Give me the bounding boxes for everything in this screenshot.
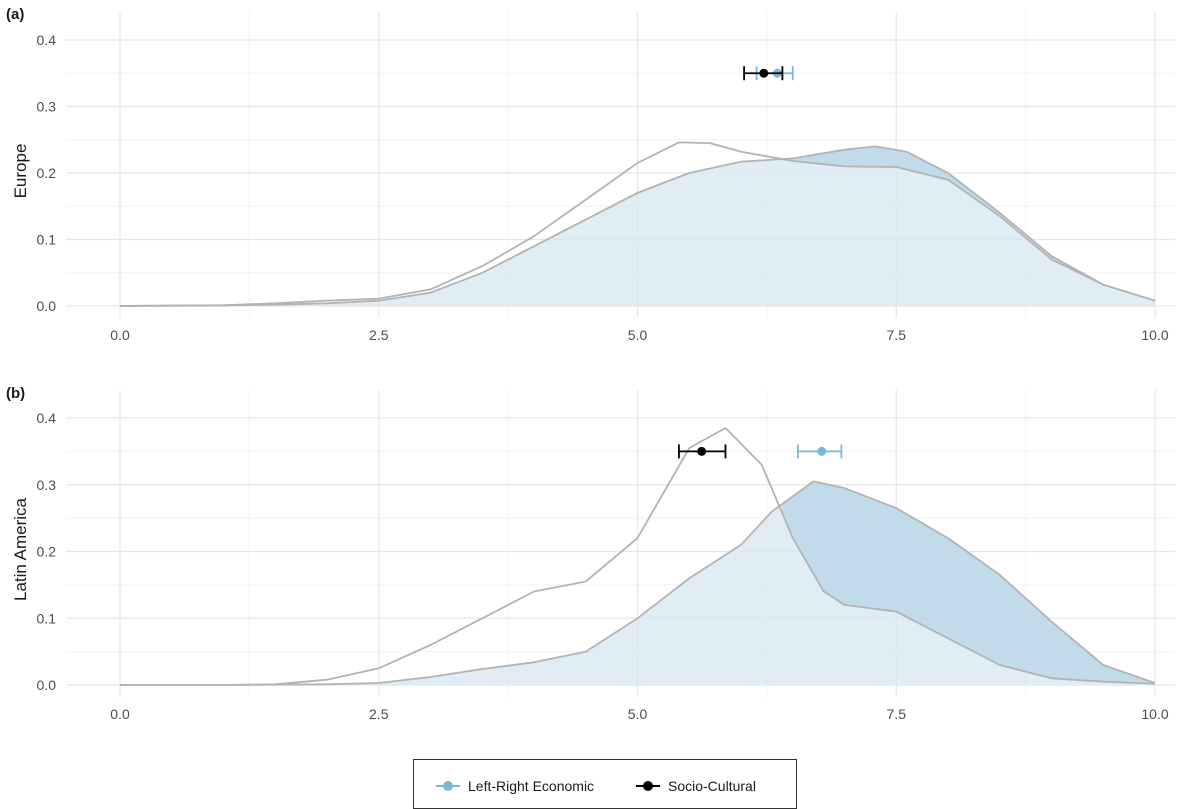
y-tick-label: 0.1 (37, 232, 57, 248)
legend-key-economic (436, 776, 460, 796)
x-tick-label: 10.0 (1141, 327, 1168, 343)
density-line-economic (119, 145, 1156, 307)
y-tick-label: 0.0 (37, 298, 57, 314)
density-area-economic (120, 146, 1155, 306)
y-tick-label: 0.3 (37, 99, 57, 115)
x-tick-label: 0.0 (110, 706, 130, 722)
y-tick-label: 0.2 (37, 165, 57, 181)
x-tick-label: 7.5 (887, 327, 907, 343)
density-overlap-area (782, 146, 1099, 283)
mean-point-socio-cultural (759, 68, 769, 78)
y-tick-label: 0.2 (37, 544, 57, 560)
legend-label-economic: Left-Right Economic (468, 778, 595, 794)
y-axis-label: Latin America (11, 497, 30, 601)
mean-point-economic (817, 446, 827, 456)
legend-label-socio-cultural: Socio-Cultural (668, 778, 756, 794)
panel-a: 0.0 2.5 5.0 7.5 10.0 0.0 0.1 0.2 0.3 0.4 Europe (a) (6, 6, 1175, 343)
x-tick-label: 7.5 (887, 706, 907, 722)
panel-b: 0.0 2.5 5.0 7.5 10.0 0.0 0.1 0.2 0.3 0.4 Latin Ame… (6, 385, 1175, 722)
density-line-socio-cultural (119, 141, 1156, 307)
x-tick-label: 10.0 (1141, 706, 1168, 722)
density-line-socio-cultural (120, 427, 1156, 686)
legend-item-economic: Left-Right Economic (436, 776, 594, 796)
density-figure: 0.0 2.5 5.0 7.5 10.0 0.0 0.1 0.2 0.3 0.4 Europe (a)… (6, 6, 1175, 722)
y-tick-label: 0.1 (37, 610, 57, 626)
legend-key-socio-cultural (636, 776, 660, 796)
panel-label: (a) (6, 6, 24, 23)
y-tick-label: 0.4 (37, 410, 57, 426)
density-line-economic (120, 480, 1156, 686)
legend-item-socio-cultural: Socio-Cultural (636, 776, 756, 796)
y-axis-label: Europe (11, 144, 30, 199)
x-tick-label: 5.0 (628, 706, 648, 722)
y-tick-label: 0.3 (37, 477, 57, 493)
density-overlap-area (782, 481, 1150, 684)
x-tick-label: 2.5 (369, 706, 389, 722)
y-tick-label: 0.0 (37, 677, 57, 693)
chart-legend: Left-Right Economic Socio-Cultural (413, 759, 797, 809)
y-tick-label: 0.4 (37, 32, 57, 48)
mean-point-socio-cultural (697, 446, 707, 456)
panel-label: (b) (6, 385, 25, 402)
x-tick-label: 5.0 (628, 327, 648, 343)
x-tick-label: 2.5 (369, 327, 389, 343)
x-tick-label: 0.0 (110, 327, 130, 343)
